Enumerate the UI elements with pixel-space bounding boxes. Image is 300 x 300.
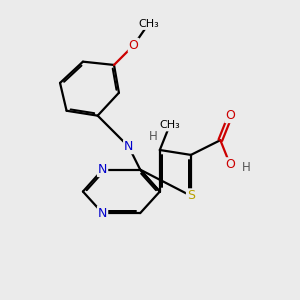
Text: S: S (187, 189, 195, 202)
Text: CH₃: CH₃ (159, 121, 180, 130)
Text: N: N (98, 163, 107, 176)
Text: H: H (242, 161, 251, 174)
Text: H: H (149, 130, 158, 143)
Text: O: O (225, 109, 235, 122)
Text: N: N (98, 207, 107, 220)
Text: O: O (225, 158, 235, 171)
Text: O: O (129, 39, 139, 52)
Text: CH₃: CH₃ (138, 19, 159, 29)
Text: N: N (124, 140, 134, 153)
